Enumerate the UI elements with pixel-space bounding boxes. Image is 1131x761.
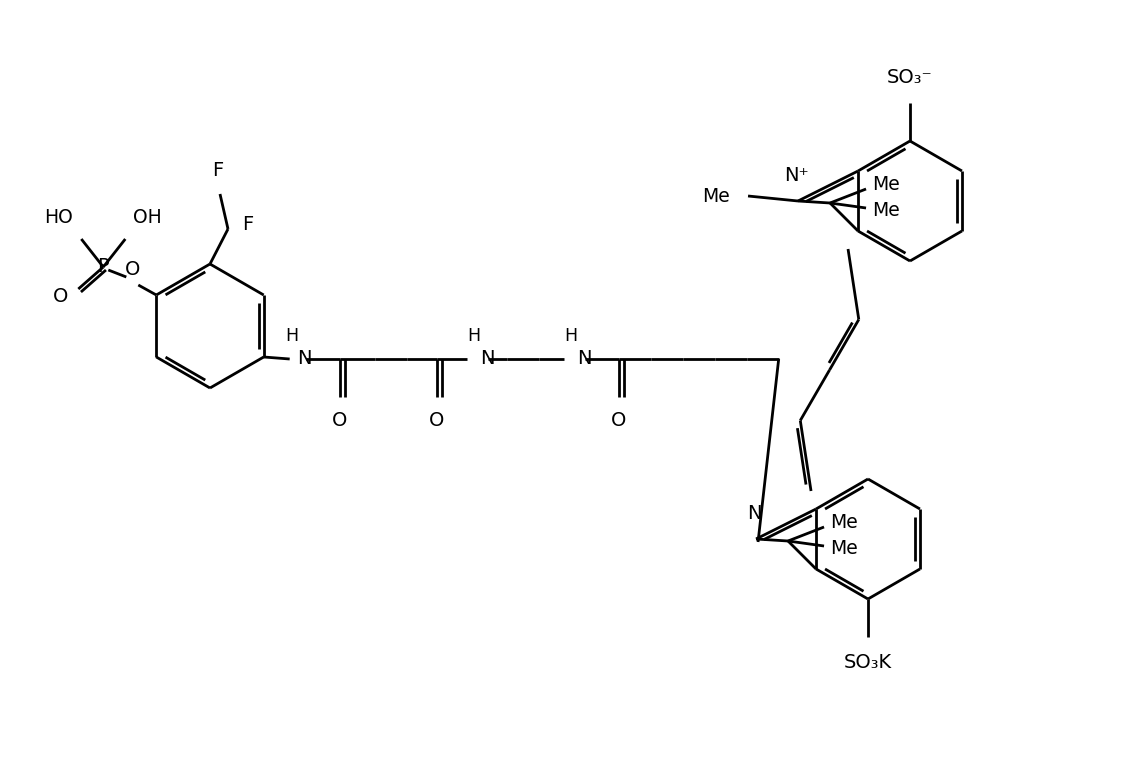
Text: O: O bbox=[333, 411, 347, 430]
Text: N⁺: N⁺ bbox=[784, 166, 809, 185]
Text: O: O bbox=[429, 411, 444, 430]
Text: SO₃K: SO₃K bbox=[844, 653, 892, 672]
Text: O: O bbox=[124, 260, 140, 279]
Text: N: N bbox=[577, 349, 592, 368]
Text: SO₃⁻: SO₃⁻ bbox=[887, 68, 933, 87]
Text: Me: Me bbox=[872, 202, 900, 221]
Text: O: O bbox=[53, 288, 68, 307]
Text: P: P bbox=[97, 257, 109, 276]
Text: Me: Me bbox=[830, 514, 857, 533]
Text: OH: OH bbox=[133, 208, 162, 227]
Text: Me: Me bbox=[830, 540, 857, 559]
Text: N: N bbox=[746, 504, 761, 523]
Text: Me: Me bbox=[872, 176, 900, 195]
Text: F: F bbox=[242, 215, 253, 234]
Text: HO: HO bbox=[44, 208, 74, 227]
Text: N: N bbox=[480, 349, 494, 368]
Text: H: H bbox=[467, 327, 481, 345]
Text: Me: Me bbox=[702, 186, 729, 205]
Text: N: N bbox=[296, 349, 311, 368]
Text: F: F bbox=[213, 161, 224, 180]
Text: H: H bbox=[285, 327, 299, 345]
Text: H: H bbox=[564, 327, 577, 345]
Text: O: O bbox=[611, 411, 627, 430]
